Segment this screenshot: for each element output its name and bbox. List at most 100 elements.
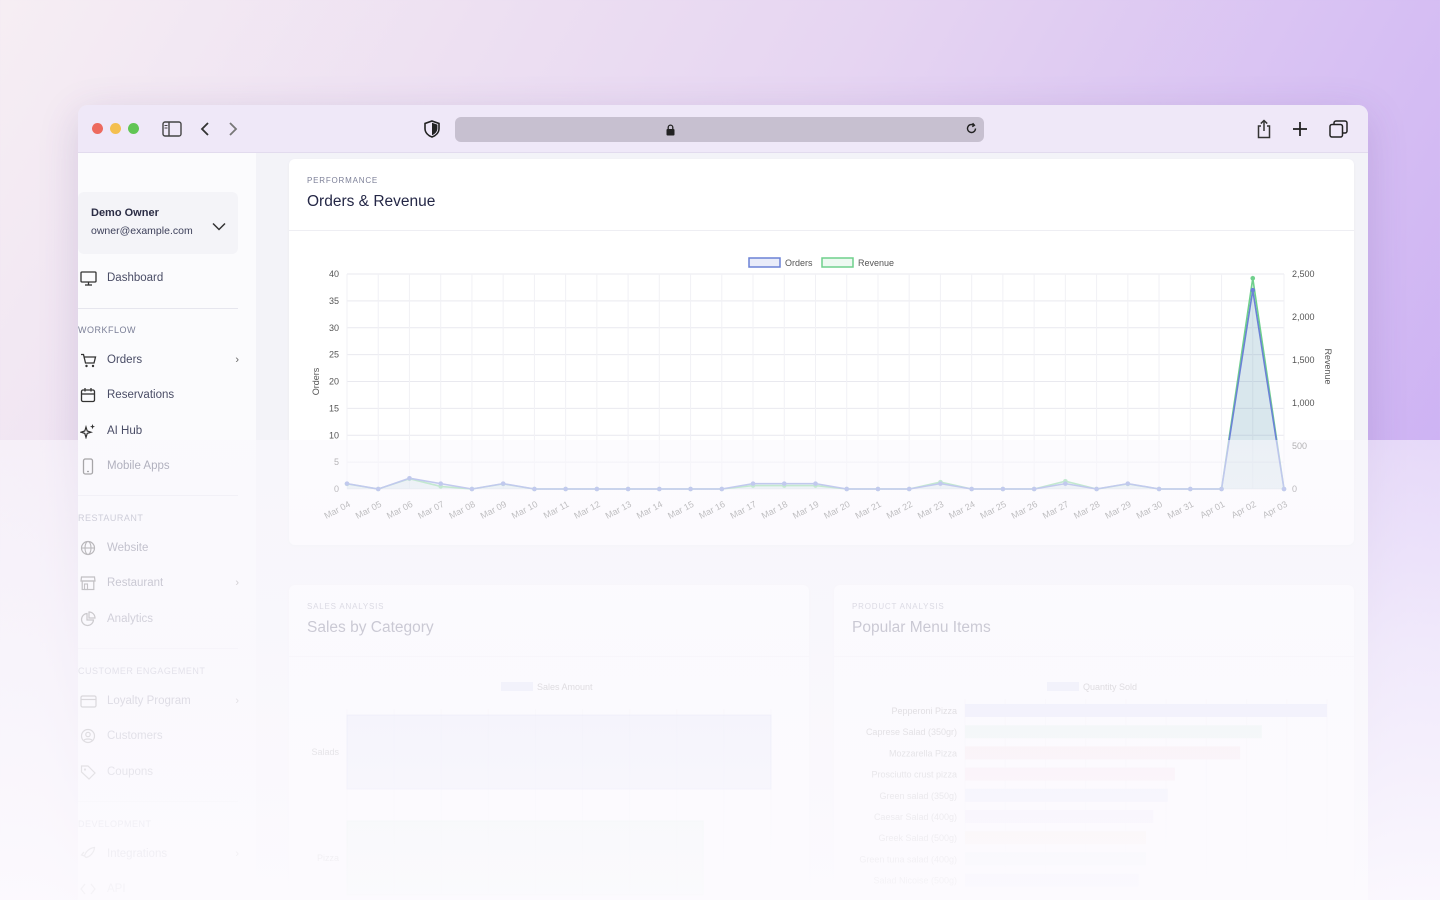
x-tick-label: Mar 09 bbox=[479, 499, 508, 521]
performance-card: PERFORMANCE Orders & Revenue 0 5 10 15 20 25 3… bbox=[289, 159, 1354, 545]
tag-icon bbox=[78, 762, 98, 782]
sidebar-item-customers[interactable]: Customers bbox=[78, 724, 243, 748]
back-icon[interactable] bbox=[193, 117, 217, 141]
data-point-orders bbox=[938, 481, 943, 486]
category-label: Green salad (350g) bbox=[879, 791, 957, 801]
x-tick-label: Apr 02 bbox=[1230, 499, 1258, 520]
share-icon[interactable] bbox=[1252, 117, 1276, 141]
card-eyebrow: PRODUCT ANALYSIS bbox=[852, 602, 945, 611]
sidebar-item-label: Dashboard bbox=[107, 272, 164, 284]
legend-swatch bbox=[501, 682, 533, 691]
x-tick-label: Mar 27 bbox=[1041, 499, 1070, 521]
legend-label-revenue: Revenue bbox=[858, 258, 894, 268]
orders-revenue-chart[interactable]: 0 5 10 15 20 25 30 35 40 0 500 1,000 1,500 2,000 2,500… bbox=[289, 245, 1354, 545]
data-point-orders bbox=[719, 486, 725, 492]
x-tick-label: Mar 15 bbox=[666, 499, 695, 521]
data-point-revenue bbox=[1250, 276, 1256, 281]
legend-label-orders: Orders bbox=[785, 258, 813, 268]
data-point-orders bbox=[1031, 486, 1037, 492]
sidebar-item-ai-hub[interactable]: AI Hub bbox=[78, 419, 243, 443]
zoom-window-button[interactable] bbox=[128, 123, 139, 134]
calendar-icon bbox=[78, 385, 98, 405]
y-tick-label: 5 bbox=[334, 457, 339, 467]
x-tick-label: Mar 26 bbox=[1010, 499, 1039, 521]
monitor-icon bbox=[78, 268, 98, 288]
sidebar-item-analytics[interactable]: Analytics bbox=[78, 607, 243, 631]
rocket-icon bbox=[78, 844, 98, 864]
close-window-button[interactable] bbox=[92, 123, 103, 134]
storefront-icon bbox=[78, 573, 98, 593]
bar bbox=[346, 714, 772, 790]
y2-tick-label: 2,500 bbox=[1292, 269, 1315, 279]
legend-label: Sales Amount bbox=[537, 682, 593, 692]
sidebar-toggle-icon[interactable] bbox=[160, 117, 184, 141]
x-tick-label: Mar 19 bbox=[791, 499, 820, 521]
sidebar-item-dashboard[interactable]: Dashboard bbox=[78, 266, 243, 290]
address-bar[interactable] bbox=[455, 117, 984, 142]
card-header: PERFORMANCE Orders & Revenue bbox=[307, 176, 435, 211]
account-switcher[interactable]: Demo Owner owner@example.com bbox=[78, 192, 238, 254]
x-tick-label: Mar 12 bbox=[572, 499, 601, 521]
tab-overview-icon[interactable] bbox=[1326, 117, 1350, 141]
divider bbox=[78, 495, 238, 496]
x-tick-label: Mar 10 bbox=[510, 499, 539, 521]
sidebar-item-website[interactable]: Website bbox=[78, 536, 243, 560]
sidebar-item-reservations[interactable]: Reservations bbox=[78, 383, 243, 407]
data-point-orders bbox=[344, 481, 350, 486]
x-tick-label: Mar 04 bbox=[323, 499, 352, 521]
sidebar-item-integrations[interactable]: Integrations › bbox=[78, 842, 243, 866]
card-icon bbox=[78, 691, 98, 711]
data-point-orders bbox=[407, 475, 412, 481]
data-point-orders bbox=[438, 481, 443, 486]
new-tab-icon[interactable] bbox=[1288, 117, 1312, 141]
card-header: SALES ANALYSIS Sales by Category bbox=[307, 602, 434, 637]
sidebar-item-label: Analytics bbox=[107, 613, 154, 625]
y-tick-label: 0 bbox=[334, 484, 339, 494]
y-tick-label: 25 bbox=[329, 350, 339, 360]
sidebar-item-label: Loyalty Program bbox=[107, 695, 191, 707]
category-label: Greek Salad (500g) bbox=[878, 833, 957, 843]
sidebar-item-mobile-apps[interactable]: Mobile Apps bbox=[78, 454, 243, 478]
data-point-orders bbox=[1219, 486, 1224, 492]
shield-icon[interactable] bbox=[420, 117, 444, 141]
sidebar-item-api[interactable]: API bbox=[78, 877, 243, 900]
section-label-customer-engagement: CUSTOMER ENGAGEMENT bbox=[78, 666, 206, 676]
x-tick-label: Mar 05 bbox=[354, 499, 383, 521]
user-name: Demo Owner bbox=[91, 207, 159, 219]
x-tick-label: Mar 13 bbox=[604, 499, 633, 521]
forward-icon[interactable] bbox=[221, 117, 245, 141]
sidebar-item-coupons[interactable]: Coupons bbox=[78, 760, 243, 784]
sidebar-item-label: Website bbox=[107, 542, 149, 554]
chevron-right-icon: › bbox=[235, 577, 239, 589]
window-controls bbox=[92, 123, 139, 134]
popular-menu-items-chart[interactable]: Pepperoni Pizza Caprese Salad (350gr) Mozz… bbox=[834, 671, 1354, 900]
data-point-orders bbox=[688, 486, 693, 492]
sidebar-item-label: Restaurant bbox=[107, 577, 164, 589]
sidebar-item-restaurant[interactable]: Restaurant › bbox=[78, 571, 243, 595]
legend-swatch-orders bbox=[748, 257, 781, 268]
sidebar-item-label: Orders bbox=[107, 354, 143, 366]
data-point-orders bbox=[1125, 481, 1131, 486]
y2-tick-label: 2,000 bbox=[1292, 312, 1315, 322]
data-point-orders bbox=[844, 486, 850, 492]
sales-by-category-chart[interactable]: Salads Pizza Sales Amount bbox=[289, 671, 809, 900]
sidebar-item-orders[interactable]: Orders › bbox=[78, 348, 243, 372]
card-title: Popular Menu Items bbox=[852, 619, 991, 636]
sidebar-item-loyalty-program[interactable]: Loyalty Program › bbox=[78, 689, 243, 713]
category-label: Mozzarella Pizza bbox=[889, 748, 957, 758]
reload-icon[interactable] bbox=[965, 122, 978, 140]
y2-tick-label: 0 bbox=[1292, 484, 1297, 494]
x-tick-label: Apr 01 bbox=[1198, 499, 1226, 520]
sidebar-item-label: Integrations bbox=[107, 848, 168, 860]
x-tick-label: Mar 30 bbox=[1135, 499, 1164, 521]
legend-label: Quantity Sold bbox=[1083, 682, 1137, 692]
category-label: Salad Nicoise (500g) bbox=[873, 876, 957, 886]
category-label: Green tuna salad (400g) bbox=[859, 854, 957, 864]
data-point-orders bbox=[750, 481, 756, 486]
y-tick-label: 40 bbox=[329, 269, 339, 279]
bar bbox=[346, 820, 704, 896]
data-point-orders bbox=[875, 486, 881, 492]
bar bbox=[965, 810, 1154, 823]
y2-tick-label: 1,000 bbox=[1292, 398, 1315, 408]
minimize-window-button[interactable] bbox=[110, 123, 121, 134]
